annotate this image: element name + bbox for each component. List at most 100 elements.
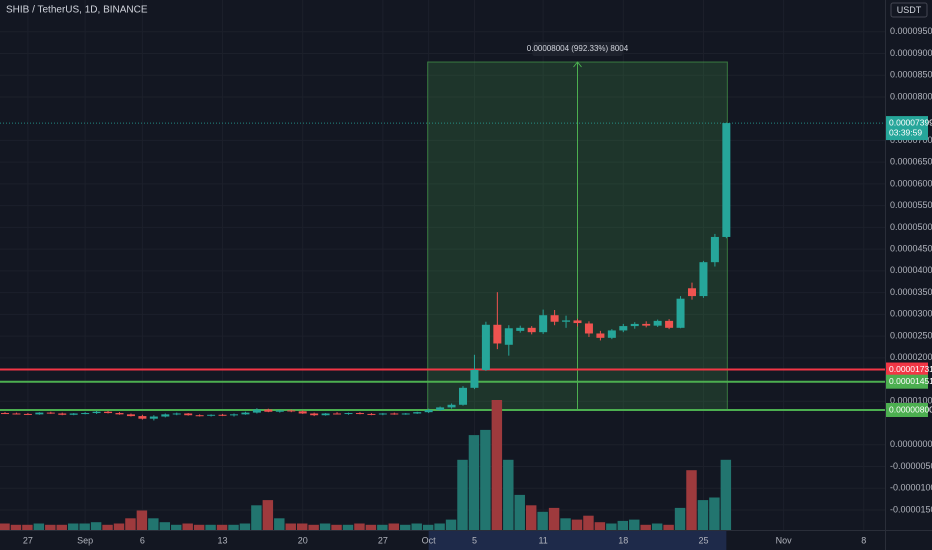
time-range-highlight: [428, 531, 727, 550]
volume-bar: [457, 459, 468, 530]
candle-body: [138, 416, 147, 419]
candle-body: [92, 411, 101, 414]
candle-body: [527, 327, 536, 333]
candle-body: [665, 320, 674, 328]
volume-bar: [720, 459, 732, 530]
candle-body: [104, 411, 113, 414]
volume-bar: [159, 522, 171, 530]
y-tick-label: 0.00000000: [890, 439, 932, 449]
candle-body: [35, 412, 44, 415]
candle-body: [619, 326, 628, 331]
volume-bar: [125, 518, 136, 530]
candle-body: [69, 413, 78, 415]
volume-bar: [319, 523, 331, 530]
candle-body: [355, 413, 364, 415]
marks: [0, 122, 732, 530]
y-tick-label: -0.00001500: [890, 504, 932, 514]
volume-bar: [182, 523, 193, 530]
candle-body: [562, 320, 571, 322]
candle-body: [722, 123, 731, 237]
candle-body: [401, 413, 410, 415]
volume-bar: [10, 524, 22, 530]
candle-body: [516, 327, 525, 331]
last-price-box: [886, 116, 928, 141]
countdown: 03:39:59: [889, 127, 922, 137]
volume-bar: [434, 523, 445, 530]
candle-body: [642, 323, 651, 326]
measure-label: 0.00008004 (992.33%) 8004: [527, 44, 629, 53]
volume-bar: [583, 515, 594, 530]
volume-bar: [400, 524, 411, 530]
x-tick-label: 8: [861, 535, 866, 545]
candle-body: [424, 410, 433, 413]
candle-body: [630, 323, 639, 327]
candle-body: [607, 330, 616, 338]
price-line-label-box: [886, 403, 928, 417]
x-tick-label: 20: [298, 535, 308, 545]
volume-bar: [113, 523, 125, 530]
volume-bar: [216, 524, 228, 530]
volume-bar: [503, 459, 514, 530]
candle-body: [333, 413, 342, 415]
candle-body: [573, 320, 582, 324]
volume-bar: [296, 523, 308, 530]
x-tick-label: 25: [698, 535, 708, 545]
candle-body: [699, 262, 708, 297]
volume-bar: [0, 523, 10, 530]
candle-body: [58, 413, 67, 415]
measure-label-box: [532, 42, 623, 56]
currency-box[interactable]: [890, 2, 928, 18]
volume-bar: [606, 523, 617, 530]
volume-bar: [617, 520, 629, 530]
volume-bar: [239, 523, 251, 530]
currency[interactable]: USDT: [897, 5, 922, 15]
volume-bar: [251, 505, 262, 530]
volume-bar: [468, 435, 480, 530]
volume-bar: [365, 524, 377, 530]
volume-bar: [22, 524, 33, 530]
volume-bar: [445, 519, 457, 530]
x-tick-label: 11: [538, 535, 547, 545]
candle-body: [550, 315, 559, 322]
candle-body: [195, 415, 204, 417]
candle-body: [413, 412, 422, 414]
x-tick-label: 6: [140, 535, 145, 545]
volume-bar: [514, 494, 525, 530]
candle-body: [275, 410, 284, 412]
candle-body: [459, 387, 467, 405]
price-line-label: 0.00001731: [889, 364, 932, 374]
volume-bar: [686, 470, 697, 530]
candle-body: [264, 409, 273, 412]
candle-body: [23, 413, 32, 415]
volume-bar: [354, 523, 365, 530]
candle-body: [46, 412, 55, 414]
volume-bar: [308, 524, 319, 530]
volume-bar: [45, 524, 56, 530]
candle-body: [287, 410, 296, 412]
volume-bar: [342, 524, 354, 530]
candle-body: [436, 407, 445, 410]
volume-bar: [697, 500, 709, 530]
volume-bar: [594, 522, 606, 530]
candle-body: [172, 413, 181, 415]
candle-body: [504, 328, 513, 345]
candle-body: [710, 236, 719, 263]
chart-title: SHIB / TetherUS, 1D, BINANCE: [6, 5, 148, 16]
candle-body: [676, 298, 685, 328]
candle-body: [470, 370, 479, 388]
volume-bar: [67, 523, 79, 530]
volume-bar: [33, 523, 45, 530]
x-tick-label: 5: [472, 535, 477, 545]
volume-bar: [205, 524, 216, 530]
candle-body: [149, 416, 158, 419]
volume-bar: [709, 497, 720, 530]
candle-body: [390, 413, 399, 415]
